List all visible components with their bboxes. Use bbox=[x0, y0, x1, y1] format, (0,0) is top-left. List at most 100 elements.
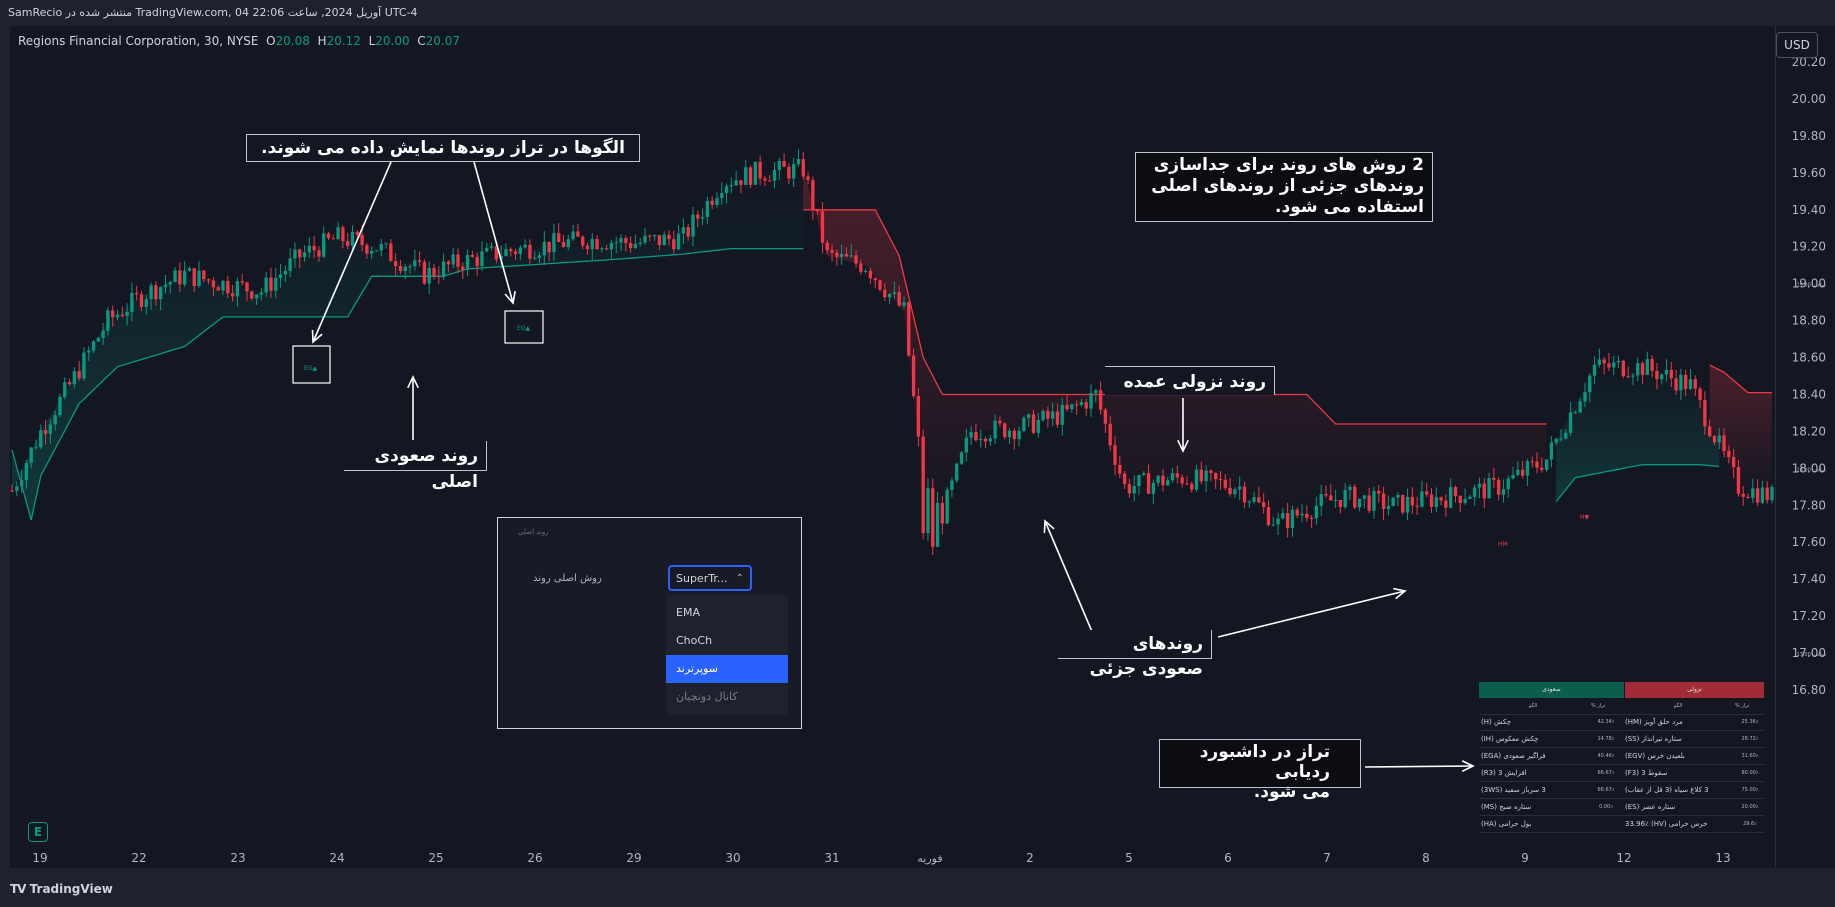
dashboard-cell-bull-pct: 66.67٪ bbox=[1597, 770, 1615, 776]
bull-title: صعودی bbox=[1479, 682, 1624, 698]
candle-body bbox=[979, 438, 983, 441]
candle-body bbox=[1209, 470, 1213, 473]
candle-body bbox=[1751, 488, 1755, 499]
candle-body bbox=[379, 244, 383, 251]
candle-body bbox=[456, 254, 460, 267]
candle-body bbox=[758, 161, 762, 179]
supertrend-up2-line bbox=[1555, 464, 1720, 503]
candle-body bbox=[1228, 487, 1232, 495]
candle-body bbox=[744, 167, 748, 185]
candle-body bbox=[441, 261, 446, 278]
candle-body bbox=[662, 234, 666, 246]
candle-body bbox=[1214, 472, 1218, 480]
publish-text: SamRecio منتشر شده در TradingView.com, 0… bbox=[8, 6, 418, 19]
candle-body bbox=[825, 242, 829, 251]
candle-body bbox=[350, 231, 355, 246]
option-choch[interactable]: ChoCh bbox=[676, 634, 713, 647]
supertrend-up-line bbox=[11, 247, 804, 521]
candle-body bbox=[173, 270, 177, 283]
candle-body bbox=[1031, 414, 1036, 433]
candle-body bbox=[10, 490, 14, 492]
x-axis-ticks: 19 22 23 24 25 26 29 30 31 فوریه 2 5 6 7 8 9 12 13 bbox=[32, 851, 1730, 865]
symbol-legend[interactable]: Regions Financial Corporation, 30, NYSE … bbox=[18, 34, 460, 48]
y-tick-label: 18.40 bbox=[1792, 387, 1826, 401]
candle-body bbox=[1496, 479, 1501, 495]
option-donchian[interactable]: کانال دونچیان bbox=[676, 690, 738, 703]
candle-body bbox=[1022, 417, 1026, 431]
candle-body bbox=[657, 235, 662, 246]
candle-body bbox=[106, 310, 110, 331]
option-ema[interactable]: EMA bbox=[676, 606, 700, 619]
y-tick-label: 17.40 bbox=[1792, 572, 1826, 586]
dashboard-cell-bear: 3 کلاغ سیاه (3 قل از عقاب) bbox=[1625, 786, 1709, 794]
dashboard-cell-bear-pct: 20.00٪ bbox=[1741, 804, 1759, 810]
candle-body bbox=[1449, 487, 1453, 508]
candle-body bbox=[835, 252, 839, 257]
candle-body bbox=[336, 227, 340, 240]
candle-body bbox=[1655, 370, 1659, 380]
candle-body bbox=[638, 242, 642, 244]
open-value: 20.08 bbox=[275, 34, 310, 48]
candle-body bbox=[811, 179, 815, 210]
candle-body bbox=[1127, 484, 1132, 494]
candle-body bbox=[1065, 404, 1069, 410]
candle-body bbox=[806, 176, 810, 180]
candle-body bbox=[1674, 378, 1678, 391]
y-axis-ticks: 20.20 20.00 19.80 19.60 19.40 19.20 19.00 18.80… bbox=[1792, 55, 1826, 697]
candle-body bbox=[389, 243, 393, 262]
dashboard-cell-bull-pct: 42.34٪ bbox=[1597, 719, 1615, 725]
candle-body bbox=[101, 330, 105, 338]
candle-body bbox=[854, 255, 858, 264]
candle-body bbox=[1055, 411, 1060, 425]
candle-body bbox=[341, 227, 345, 242]
candle-body bbox=[513, 251, 518, 254]
y-small-label: 17.00 ساعت bbox=[1796, 652, 1826, 658]
candle-body bbox=[1640, 363, 1645, 375]
tv-indicator-icon[interactable]: E bbox=[28, 822, 48, 842]
candle-body bbox=[307, 245, 312, 253]
dashboard-row: چکش معکوس (IH) 14.78٪ ستاره تیرانداز (SS) 2… bbox=[1479, 731, 1764, 748]
pattern-box-2 bbox=[504, 310, 544, 344]
candle-body bbox=[1314, 505, 1319, 519]
candle-body bbox=[87, 350, 91, 353]
candles bbox=[10, 149, 1774, 555]
candle-body bbox=[523, 244, 527, 248]
arrow-patterns-2-head bbox=[504, 291, 516, 305]
candle-body bbox=[1693, 379, 1697, 389]
candle-body bbox=[1741, 493, 1745, 497]
candle-body bbox=[1559, 438, 1563, 440]
candle-body bbox=[801, 159, 805, 177]
y-tick-label: 18.20 bbox=[1792, 424, 1826, 438]
candle-body bbox=[724, 186, 729, 194]
candle-body bbox=[115, 314, 120, 318]
candle-body bbox=[326, 233, 331, 239]
option-supertrend[interactable]: سوپرترند bbox=[666, 655, 788, 683]
x-tick-label: 29 bbox=[626, 851, 641, 865]
candle-body bbox=[1439, 497, 1443, 501]
candle-body bbox=[1094, 390, 1098, 393]
trend-method-select[interactable]: SuperTr... ⌃ bbox=[668, 565, 752, 591]
dashboard-cell-bull-pct: 66.67٪ bbox=[1597, 787, 1615, 793]
trend-method-dropdown[interactable]: EMA ChoCh سوپرترند کانال دونچیان bbox=[666, 595, 788, 715]
candle-body bbox=[950, 480, 954, 490]
candle-body bbox=[369, 251, 374, 254]
candle-body bbox=[1592, 364, 1597, 376]
candle-body bbox=[489, 246, 494, 248]
currency-button[interactable]: USD bbox=[1776, 32, 1818, 58]
candle-body bbox=[130, 292, 134, 312]
settings-panel[interactable]: روند اصلی روش اصلی روند SuperTr... ⌃ EMA… bbox=[497, 517, 802, 729]
price-scale[interactable] bbox=[1775, 26, 1835, 868]
dashboard-row: ستاره صبح (MS) 0.00٪ ستاره عصر (ES) 20.00٪ bbox=[1479, 799, 1764, 816]
candle-body bbox=[216, 287, 220, 291]
candle-body bbox=[672, 239, 676, 250]
note-main-up: روند صعودی اصلی bbox=[344, 441, 487, 492]
candle-body bbox=[1688, 379, 1693, 389]
y-tick-label: 19.20 bbox=[1792, 240, 1826, 254]
candle-body bbox=[1084, 402, 1088, 409]
candle-body bbox=[748, 167, 753, 185]
candle-body bbox=[782, 161, 786, 167]
y-tick-label: 17.00 bbox=[1792, 646, 1826, 660]
col-align-bear: تراز % bbox=[1735, 703, 1750, 709]
candle-body bbox=[1377, 490, 1381, 494]
